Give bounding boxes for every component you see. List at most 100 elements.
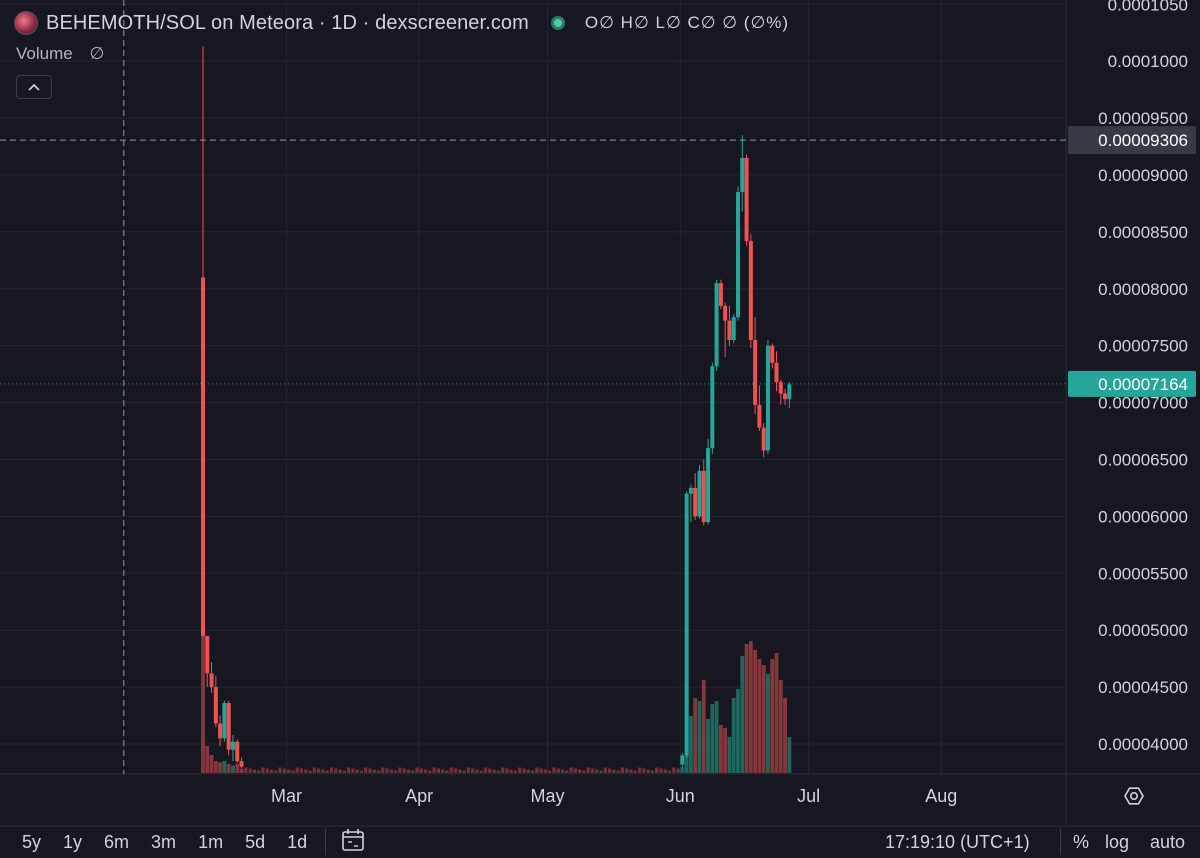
percent-scale-button[interactable]: %: [1073, 831, 1090, 852]
candle-body: [706, 448, 711, 523]
volume-bar: [402, 768, 406, 773]
volume-bar: [346, 767, 351, 773]
candle-body: [684, 493, 689, 756]
volume-bar: [701, 680, 706, 773]
volume-bar: [556, 768, 560, 773]
volume-bar: [479, 770, 483, 773]
volume-bar: [265, 768, 269, 773]
volume-bar: [462, 770, 466, 773]
volume-bar: [218, 762, 223, 773]
candle-body: [748, 241, 753, 341]
volume-bar: [496, 770, 500, 773]
volume-bar: [659, 768, 663, 773]
volume-bar: [693, 698, 698, 773]
volume-bar: [582, 770, 586, 773]
volume-bar: [505, 768, 509, 773]
volume-bar: [680, 767, 685, 773]
volume-bar: [226, 764, 231, 773]
x-tick-label: May: [531, 786, 565, 806]
volume-bar: [689, 716, 693, 773]
volume-bar: [723, 728, 728, 773]
last-price-label: 0.00007164: [1098, 375, 1188, 394]
range-1y-button[interactable]: 1y: [63, 831, 83, 852]
volume-bar: [783, 698, 787, 773]
volume-bar: [376, 770, 381, 773]
volume-bar: [312, 767, 316, 773]
volume-bar: [261, 767, 265, 773]
volume-bar: [595, 769, 599, 773]
y-tick-label: 0.00008500: [1098, 223, 1188, 242]
candle-body: [680, 755, 685, 765]
chart-title: BEHEMOTH/SOL on Meteora · 1D · dexscreen…: [46, 11, 529, 34]
volume-bar: [406, 769, 411, 773]
volume-bar: [560, 769, 565, 773]
gear-icon[interactable]: [1124, 787, 1144, 805]
volume-bar: [483, 767, 488, 773]
volume-bar: [748, 641, 753, 773]
range-3m-button[interactable]: 3m: [151, 831, 177, 852]
candle-body: [201, 277, 205, 636]
volume-bar: [445, 770, 449, 773]
candle-body: [753, 340, 758, 405]
volume-bar: [441, 769, 445, 773]
volume-bar: [787, 737, 792, 773]
candle-body: [235, 741, 240, 762]
volume-bar: [411, 770, 415, 773]
y-tick-label: 0.00005500: [1098, 564, 1188, 583]
volume-bar: [257, 770, 261, 773]
volume-bar: [338, 769, 342, 773]
volume-bar: [475, 769, 479, 773]
volume-bar: [697, 701, 702, 773]
volume-bar: [222, 761, 227, 773]
candle-body: [761, 427, 766, 451]
volume-bar: [394, 770, 398, 773]
range-6m-button[interactable]: 6m: [104, 831, 130, 852]
volume-label: Volume: [16, 44, 73, 63]
volume-bar: [334, 768, 338, 773]
clock-readout[interactable]: 17:19:10 (UTC+1): [885, 831, 1030, 852]
candle-body: [744, 157, 749, 242]
volume-bar: [629, 769, 633, 773]
volume-bar: [231, 765, 235, 773]
volume-bar: [612, 769, 616, 773]
volume-bar: [342, 770, 346, 773]
volume-bar: [466, 767, 470, 773]
range-1m-button[interactable]: 1m: [198, 831, 224, 852]
candle-body: [731, 317, 736, 341]
candle-body: [774, 362, 779, 383]
range-5y-button[interactable]: 5y: [22, 831, 42, 852]
auto-scale-button[interactable]: auto: [1150, 831, 1186, 852]
volume-bar: [539, 768, 543, 773]
collapse-legend-button[interactable]: [16, 75, 52, 99]
volume-bar: [727, 737, 732, 773]
volume-bar: [646, 769, 650, 773]
volume-bar: [513, 770, 518, 773]
volume-bar: [608, 768, 612, 773]
volume-bar: [368, 768, 372, 773]
volume-bar: [453, 768, 458, 773]
y-tick-label: 0.00007500: [1098, 337, 1188, 356]
toolbar-divider-right: [1060, 829, 1061, 855]
candle-body: [230, 741, 235, 750]
candle-body: [701, 470, 706, 523]
volume-bar: [325, 770, 329, 773]
token-logo: [14, 11, 38, 35]
y-tick-label: 0.00004500: [1098, 678, 1188, 697]
calendar-icon[interactable]: [340, 827, 366, 858]
range-5d-button[interactable]: 5d: [245, 831, 266, 852]
volume-bar: [398, 767, 402, 773]
range-1d-button[interactable]: 1d: [287, 831, 308, 852]
log-scale-button[interactable]: log: [1105, 831, 1130, 852]
last-price-box: [1068, 370, 1196, 397]
volume-bar: [471, 768, 475, 773]
volume-bar: [569, 767, 573, 773]
chevron-up-icon: [28, 83, 40, 91]
volume-bar: [316, 768, 321, 773]
volume-bar: [432, 767, 436, 773]
volume-bar: [637, 767, 642, 773]
candle-body: [718, 283, 723, 306]
volume-bar: [599, 770, 603, 773]
y-tick-label: 0.00008000: [1098, 280, 1188, 299]
volume-bar: [291, 770, 295, 773]
